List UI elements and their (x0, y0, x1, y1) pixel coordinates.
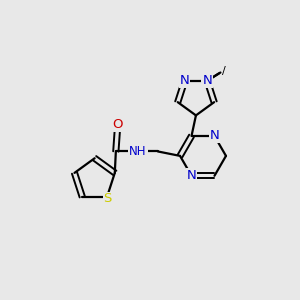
Text: NH: NH (129, 145, 147, 158)
Text: /: / (221, 66, 225, 76)
Text: N: N (210, 130, 219, 142)
Text: N: N (202, 74, 212, 87)
Text: O: O (112, 118, 123, 131)
Text: S: S (103, 193, 112, 206)
Text: N: N (180, 74, 190, 87)
Text: N: N (187, 169, 196, 182)
